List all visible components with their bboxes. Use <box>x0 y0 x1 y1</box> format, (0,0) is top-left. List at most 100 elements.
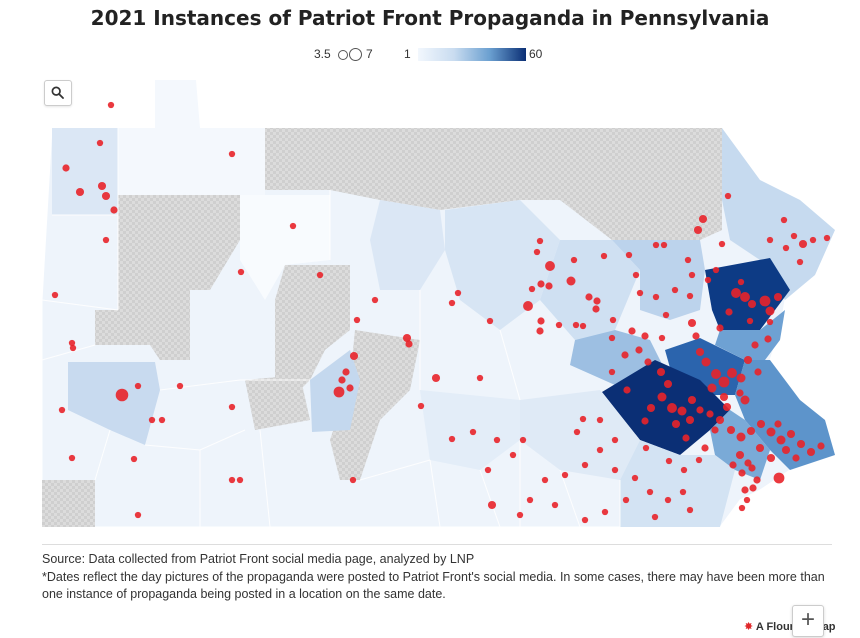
propaganda-point[interactable] <box>537 317 545 325</box>
propaganda-point[interactable] <box>402 333 412 343</box>
propaganda-point[interactable] <box>753 476 761 484</box>
propaganda-point[interactable] <box>665 457 673 465</box>
propaganda-point[interactable] <box>528 285 536 293</box>
propaganda-point[interactable] <box>749 484 757 492</box>
propaganda-point[interactable] <box>719 392 729 402</box>
propaganda-point[interactable] <box>746 426 756 436</box>
propaganda-point[interactable] <box>766 453 776 463</box>
propaganda-point[interactable] <box>115 388 129 402</box>
propaganda-point[interactable] <box>486 317 494 325</box>
pennsylvania-map[interactable] <box>0 70 860 540</box>
propaganda-point[interactable] <box>585 293 593 301</box>
propaganda-point[interactable] <box>642 444 650 452</box>
propaganda-point[interactable] <box>679 488 687 496</box>
propaganda-point[interactable] <box>101 191 111 201</box>
propaganda-point[interactable] <box>526 496 534 504</box>
propaganda-point[interactable] <box>148 416 156 424</box>
propaganda-point[interactable] <box>646 403 656 413</box>
propaganda-point[interactable] <box>766 318 774 326</box>
propaganda-point[interactable] <box>448 435 456 443</box>
propaganda-point[interactable] <box>316 271 324 279</box>
propaganda-point[interactable] <box>454 289 462 297</box>
propaganda-point[interactable] <box>62 164 70 172</box>
propaganda-point[interactable] <box>566 276 576 286</box>
propaganda-point[interactable] <box>417 402 425 410</box>
propaganda-point[interactable] <box>519 436 527 444</box>
propaganda-point[interactable] <box>628 327 636 335</box>
propaganda-point[interactable] <box>656 367 666 377</box>
propaganda-point[interactable] <box>755 443 765 453</box>
propaganda-point[interactable] <box>704 276 712 284</box>
propaganda-point[interactable] <box>349 351 359 361</box>
propaganda-point[interactable] <box>644 358 652 366</box>
propaganda-point[interactable] <box>623 386 631 394</box>
propaganda-point[interactable] <box>533 248 541 256</box>
propaganda-point[interactable] <box>608 334 616 342</box>
propaganda-point[interactable] <box>75 187 85 197</box>
propaganda-point[interactable] <box>764 335 772 343</box>
propaganda-point[interactable] <box>680 466 688 474</box>
propaganda-point[interactable] <box>688 271 696 279</box>
propaganda-point[interactable] <box>792 454 800 462</box>
propaganda-point[interactable] <box>667 403 677 413</box>
propaganda-point[interactable] <box>746 317 754 325</box>
propaganda-point[interactable] <box>51 291 59 299</box>
propaganda-point[interactable] <box>573 428 581 436</box>
propaganda-point[interactable] <box>631 474 639 482</box>
propaganda-point[interactable] <box>696 406 704 414</box>
propaganda-point[interactable] <box>766 236 774 244</box>
propaganda-point[interactable] <box>737 278 745 286</box>
propaganda-point[interactable] <box>698 214 708 224</box>
propaganda-point[interactable] <box>541 476 549 484</box>
propaganda-point[interactable] <box>687 395 697 405</box>
propaganda-point[interactable] <box>773 292 783 302</box>
propaganda-point[interactable] <box>561 471 569 479</box>
propaganda-point[interactable] <box>731 288 741 298</box>
propaganda-point[interactable] <box>405 340 413 348</box>
propaganda-point[interactable] <box>97 181 107 191</box>
propaganda-point[interactable] <box>695 347 705 357</box>
propaganda-point[interactable] <box>537 280 545 288</box>
propaganda-point[interactable] <box>228 403 236 411</box>
propaganda-point[interactable] <box>790 232 798 240</box>
propaganda-point[interactable] <box>664 496 672 504</box>
propaganda-point[interactable] <box>722 402 732 412</box>
propaganda-point[interactable] <box>685 415 695 425</box>
propaganda-point[interactable] <box>660 241 668 249</box>
propaganda-point[interactable] <box>228 476 236 484</box>
propaganda-point[interactable] <box>592 305 600 313</box>
propaganda-point[interactable] <box>96 139 104 147</box>
propaganda-point[interactable] <box>715 415 725 425</box>
propaganda-point[interactable] <box>658 334 666 342</box>
propaganda-point[interactable] <box>724 192 732 200</box>
zoom-in-button[interactable]: + <box>792 605 824 637</box>
propaganda-point[interactable] <box>134 382 142 390</box>
propaganda-point[interactable] <box>695 456 703 464</box>
propaganda-point[interactable] <box>735 450 745 460</box>
propaganda-point[interactable] <box>632 271 640 279</box>
propaganda-point[interactable] <box>652 293 660 301</box>
propaganda-point[interactable] <box>765 306 775 316</box>
propaganda-point[interactable] <box>798 239 808 249</box>
propaganda-point[interactable] <box>743 355 753 365</box>
propaganda-point[interactable] <box>158 416 166 424</box>
propaganda-point[interactable] <box>741 486 749 494</box>
propaganda-point[interactable] <box>289 222 297 230</box>
propaganda-point[interactable] <box>622 496 630 504</box>
propaganda-point[interactable] <box>780 216 788 224</box>
propaganda-point[interactable] <box>469 428 477 436</box>
propaganda-point[interactable] <box>581 516 589 524</box>
propaganda-point[interactable] <box>641 332 649 340</box>
propaganda-point[interactable] <box>636 289 644 297</box>
propaganda-point[interactable] <box>102 236 110 244</box>
propaganda-point[interactable] <box>509 451 517 459</box>
propaganda-point[interactable] <box>484 466 492 474</box>
propaganda-point[interactable] <box>581 461 589 469</box>
propaganda-point[interactable] <box>593 297 601 305</box>
propaganda-point[interactable] <box>684 256 692 264</box>
propaganda-point[interactable] <box>596 446 604 454</box>
propaganda-point[interactable] <box>748 464 756 472</box>
propaganda-point[interactable] <box>625 251 633 259</box>
propaganda-point[interactable] <box>718 376 730 388</box>
propaganda-point[interactable] <box>671 419 681 429</box>
